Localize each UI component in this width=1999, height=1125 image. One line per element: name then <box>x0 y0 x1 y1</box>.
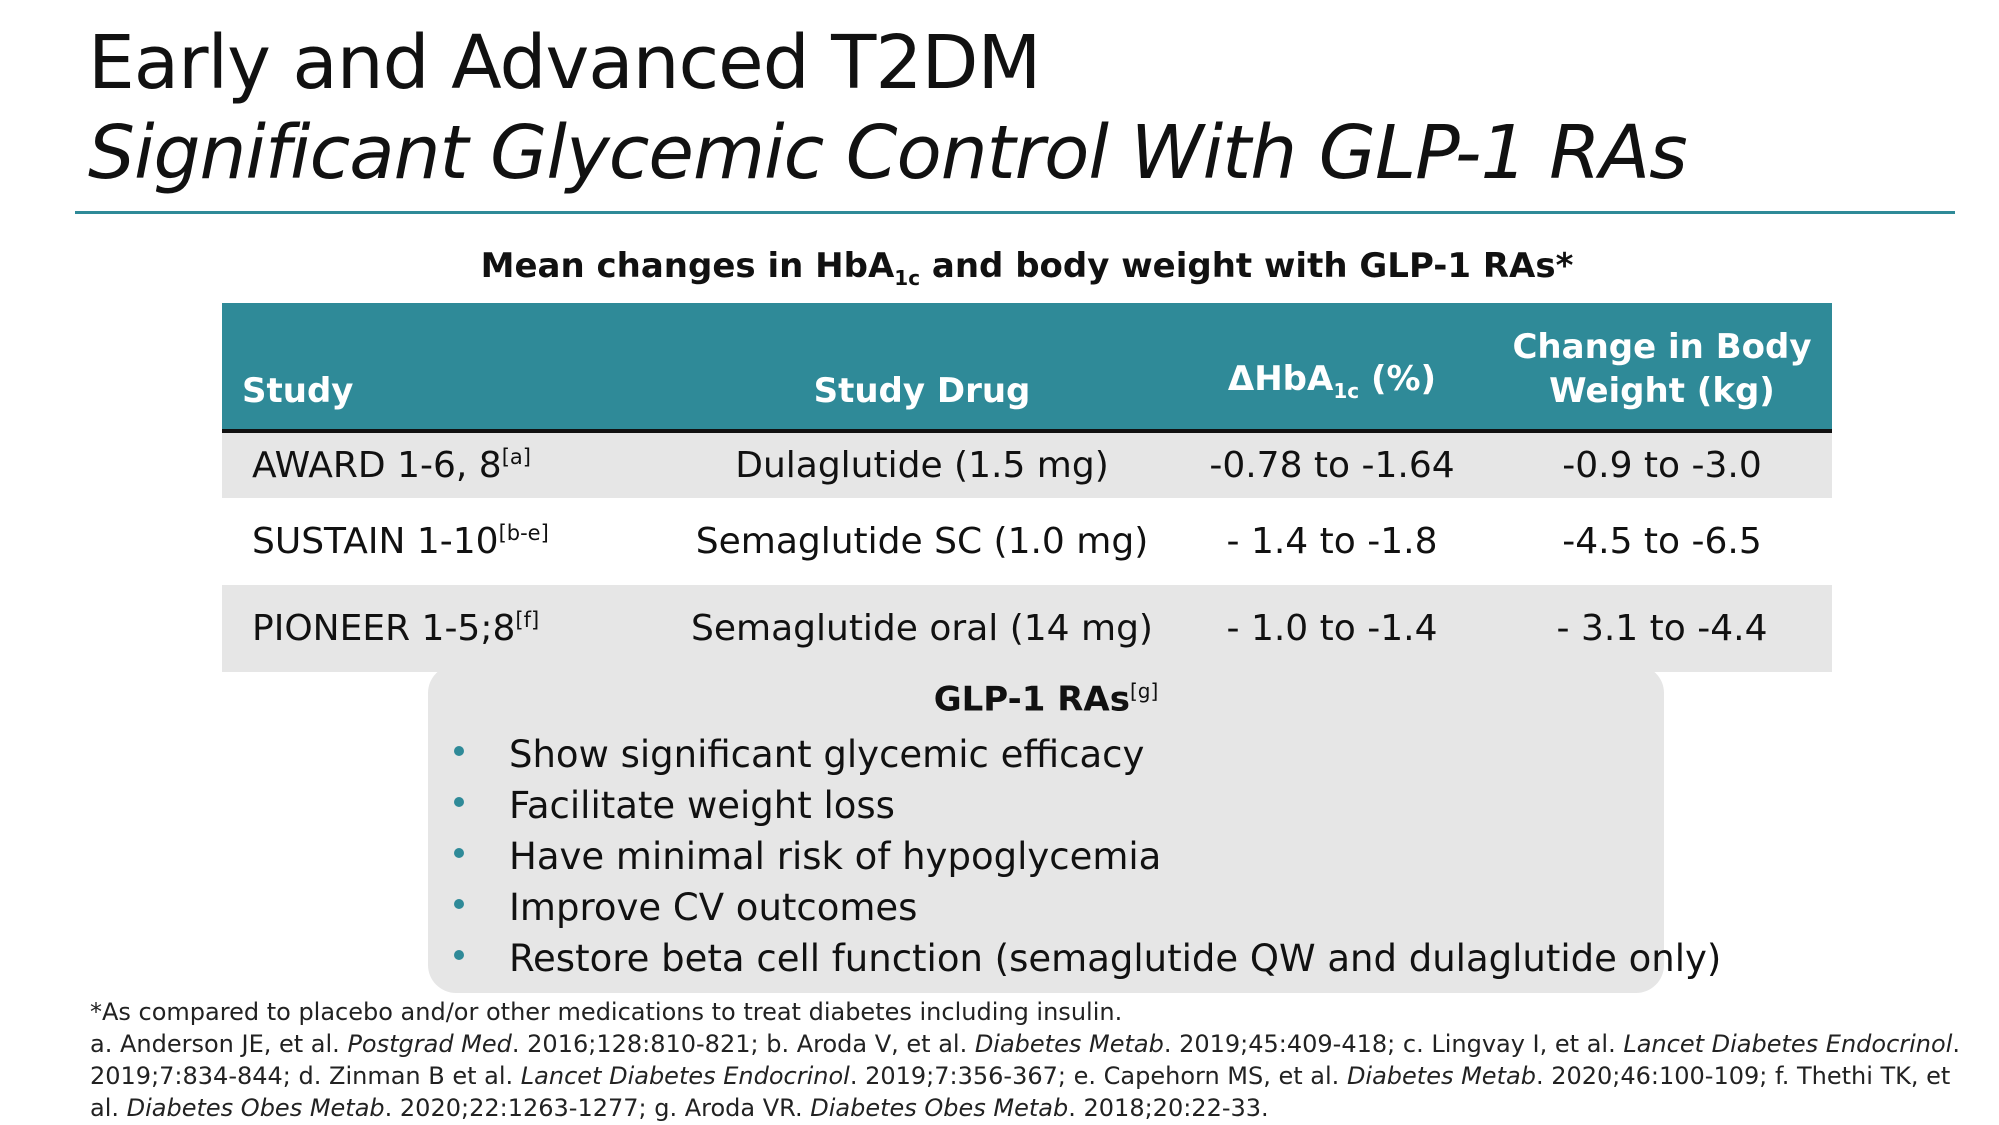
reference-journal: Diabetes Metab <box>974 1030 1164 1058</box>
reference-details: . 2020;46:100-109; <box>1535 1062 1775 1090</box>
study-ref: [a] <box>501 445 531 469</box>
reference-authors: g. Aroda VR. <box>654 1094 811 1122</box>
table-row: SUSTAIN 1-10[b-e] Semaglutide SC (1.0 mg… <box>222 498 1832 585</box>
list-item: Have minimal risk of hypoglycemia <box>428 831 1721 882</box>
reference-details: . 2016;128:810-821; <box>511 1030 767 1058</box>
header-weight-line-1: Change in Body <box>1512 327 1812 367</box>
bullet-dot-icon <box>454 746 464 756</box>
reference-authors: b. Aroda V, et al. <box>766 1030 975 1058</box>
reference-journal: Lancet Diabetes Endocrinol <box>520 1062 850 1090</box>
study-name: PIONEER 1-5;8 <box>252 608 516 649</box>
reference-journal: Diabetes Metab <box>1346 1062 1536 1090</box>
slide-title: Early and Advanced T2DM Significant Glyc… <box>88 18 1938 198</box>
list-item-text: Restore beta cell function (semaglutide … <box>509 937 1722 980</box>
list-item: Restore beta cell function (semaglutide … <box>428 933 1721 984</box>
caption-text-post: and body weight with GLP-1 RAs* <box>920 246 1574 286</box>
reference-journal: Lancet Diabetes Endocrinol <box>1623 1030 1953 1058</box>
header-hba1c-sub: 1c <box>1333 379 1360 403</box>
header-study: Study <box>222 303 672 433</box>
reference-authors: d. Zinman B et al. <box>298 1062 521 1090</box>
cell-hba1c: -0.78 to -1.64 <box>1172 431 1492 498</box>
cell-hba1c: - 1.0 to -1.4 <box>1172 585 1492 672</box>
reference-details: . 2019;45:409-418; <box>1163 1030 1403 1058</box>
cell-weight: - 3.1 to -4.4 <box>1492 585 1832 672</box>
header-body-weight: Change in Body Weight (kg) <box>1492 303 1832 433</box>
cell-study: PIONEER 1-5;8[f] <box>222 585 672 672</box>
reference-journal: Diabetes Obes Metab <box>126 1094 385 1122</box>
benefit-list: Show significant glycemic efficacy Facil… <box>428 729 1721 984</box>
reference-details: . 2019;7:834-844; <box>90 1030 1961 1090</box>
reference-details: . 2020;22:1263-1277; <box>384 1094 655 1122</box>
cell-weight: -4.5 to -6.5 <box>1492 498 1832 585</box>
list-item: Improve CV outcomes <box>428 882 1721 933</box>
glp-box-title-text: GLP-1 RAs <box>933 679 1130 720</box>
reference-journal: Postgrad Med <box>347 1030 512 1058</box>
list-item: Facilitate weight loss <box>428 780 1721 831</box>
reference-authors: e. Capehorn MS, et al. <box>1073 1062 1347 1090</box>
reference-journal: Diabetes Obes Metab <box>810 1094 1069 1122</box>
table-footnote: *As compared to placebo and/or other med… <box>90 998 1123 1026</box>
caption-subscript: 1c <box>894 265 921 290</box>
reference-authors: a. Anderson JE, et al. <box>90 1030 348 1058</box>
table-row: PIONEER 1-5;8[f] Semaglutide oral (14 mg… <box>222 585 1832 672</box>
list-item: Show significant glycemic efficacy <box>428 729 1721 780</box>
cell-drug: Semaglutide oral (14 mg) <box>672 585 1172 672</box>
study-name: SUSTAIN 1-10 <box>252 521 499 562</box>
header-weight-line-2: Weight (kg) <box>1549 371 1775 411</box>
cell-drug: Dulaglutide (1.5 mg) <box>672 431 1172 498</box>
reference-details: . 2019;7:356-367; <box>849 1062 1074 1090</box>
list-item-text: Facilitate weight loss <box>509 784 895 827</box>
header-hba1c: ΔHbA1c (%) <box>1172 303 1492 433</box>
header-hba1c-pre: ΔHbA <box>1227 359 1334 400</box>
cell-study: SUSTAIN 1-10[b-e] <box>222 498 672 585</box>
glp-box-title-ref: [g] <box>1129 679 1159 703</box>
cell-drug: Semaglutide SC (1.0 mg) <box>672 498 1172 585</box>
list-item-text: Show significant glycemic efficacy <box>509 733 1145 776</box>
bullet-dot-icon <box>454 950 464 960</box>
table-header-row: Study Study Drug ΔHbA1c (%) Change in Bo… <box>222 303 1832 433</box>
glp1-summary-box: GLP-1 RAs[g] Show significant glycemic e… <box>428 665 1721 993</box>
study-ref: [b-e] <box>498 521 549 545</box>
cell-weight: -0.9 to -3.0 <box>1492 431 1832 498</box>
reference-authors: f. Thethi TK, et al. <box>90 1062 1951 1122</box>
bullet-dot-icon <box>454 848 464 858</box>
reference-authors: c. Lingvay I, et al. <box>1402 1030 1624 1058</box>
title-divider <box>75 211 1955 214</box>
study-name: AWARD 1-6, 8 <box>252 445 502 486</box>
cell-study: AWARD 1-6, 8[a] <box>222 431 672 498</box>
list-item-text: Have minimal risk of hypoglycemia <box>509 835 1162 878</box>
table-caption: Mean changes in HbA1c and body weight wi… <box>222 246 1832 290</box>
header-study-drug: Study Drug <box>672 303 1172 433</box>
bullet-dot-icon <box>454 797 464 807</box>
glp1-results-table: Study Study Drug ΔHbA1c (%) Change in Bo… <box>222 303 1832 672</box>
list-item-text: Improve CV outcomes <box>509 886 918 929</box>
caption-text-pre: Mean changes in HbA <box>480 246 895 286</box>
cell-hba1c: - 1.4 to -1.8 <box>1172 498 1492 585</box>
glp-box-title: GLP-1 RAs[g] <box>428 679 1664 719</box>
bullet-dot-icon <box>454 899 464 909</box>
study-ref: [f] <box>515 608 540 632</box>
reference-list: a. Anderson JE, et al. Postgrad Med. 201… <box>90 1028 1970 1124</box>
title-line-2: Significant Glycemic Control With GLP-1 … <box>88 110 1688 196</box>
header-hba1c-post: (%) <box>1359 359 1437 400</box>
title-line-1: Early and Advanced T2DM <box>88 20 1041 106</box>
reference-details: . 2018;20:22-33. <box>1068 1094 1269 1122</box>
table-row: AWARD 1-6, 8[a] Dulaglutide (1.5 mg) -0.… <box>222 431 1832 498</box>
